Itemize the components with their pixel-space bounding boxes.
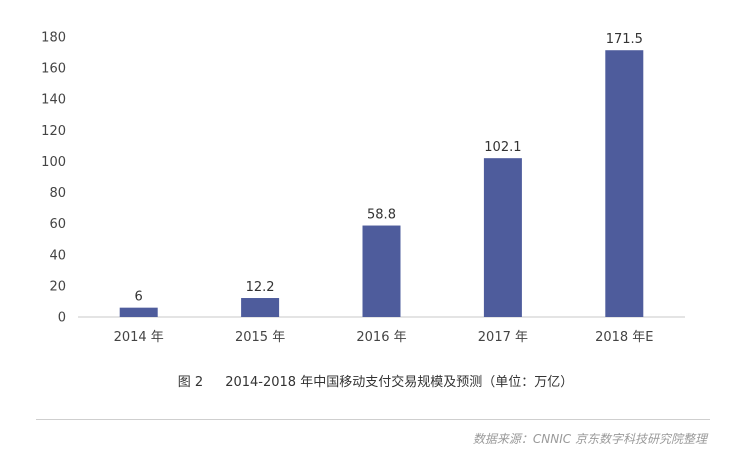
bar: [483, 158, 522, 317]
figure-caption: 图 2 2014-2018 年中国移动支付交易规模及预测（单位：万亿）: [0, 371, 751, 390]
figure-number: 图 2: [177, 375, 204, 390]
bar-chart: 0 20 40 60 80 100 120 140 160 180 6 2014 年 12.2 2015 …: [41, 31, 685, 345]
bar: [362, 225, 401, 317]
source-note: 数据来源：CNNIC 京东数字科技研究院整理: [472, 432, 707, 446]
bar: [119, 307, 158, 317]
y-tick-label: 80: [49, 186, 66, 201]
bar-value-label: 6: [135, 290, 143, 305]
bar: [241, 298, 280, 317]
y-tick-label: 160: [41, 62, 66, 77]
bar: [605, 50, 644, 317]
figure-title: 2014-2018 年中国移动支付交易规模及预测（单位：万亿）: [225, 375, 574, 390]
y-tick-label: 100: [41, 155, 66, 170]
bar-value-label: 58.8: [367, 208, 396, 223]
y-tick-label: 60: [49, 217, 66, 232]
y-tick-label: 0: [58, 311, 66, 326]
divider: [36, 419, 710, 420]
x-tick-label: 2015 年: [235, 330, 285, 345]
y-tick-label: 140: [41, 93, 66, 108]
bar-value-label: 102.1: [484, 140, 521, 155]
bar-value-label: 171.5: [606, 32, 643, 47]
y-tick-label: 180: [41, 31, 66, 46]
x-tick-label: 2014 年: [114, 330, 164, 345]
y-tick-label: 20: [49, 279, 66, 294]
x-tick-label: 2018 年E: [595, 330, 653, 345]
x-tick-label: 2017 年: [478, 330, 528, 345]
x-tick-label: 2016 年: [356, 330, 406, 345]
y-tick-label: 40: [49, 248, 66, 263]
y-tick-label: 120: [41, 124, 66, 139]
bar-value-label: 12.2: [246, 280, 275, 295]
